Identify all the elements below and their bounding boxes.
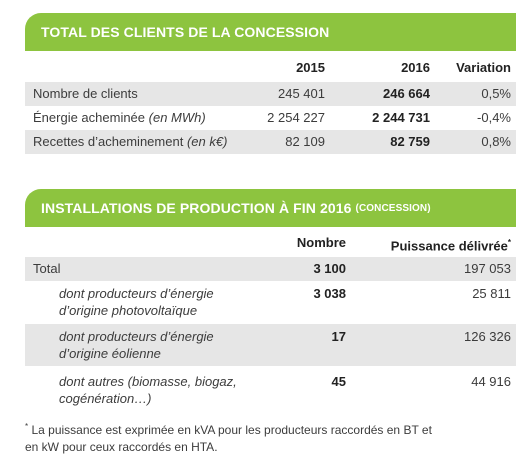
footnote-mark: *	[25, 422, 29, 431]
value-nombre: 17	[331, 329, 346, 344]
section1-title-banner: TOTAL DES CLIENTS DE LA CONCESSION	[25, 13, 516, 51]
row-label: Nombre de clients	[33, 86, 138, 101]
value-2016: 82 759	[390, 134, 430, 149]
col-2015-header: 2015	[296, 60, 325, 75]
footnote-line2: en kW pour ceux raccordés en HTA.	[25, 440, 218, 454]
section2-title-small: (CONCESSION)	[355, 202, 431, 214]
row-label-line2: d’origine photovoltaïque	[59, 303, 198, 318]
table-row: dont producteurs d’énergie d’origine pho…	[25, 282, 516, 322]
row-label: Énergie acheminée (en MWh)	[33, 110, 206, 125]
table-row: Total 3 100 197 053	[25, 257, 516, 281]
row-label-line1: dont producteurs d’énergie	[59, 329, 214, 344]
row-label-line1: dont autres (biomasse, biogaz,	[59, 374, 237, 389]
footnote-mark: *	[507, 238, 511, 247]
table-row: Nombre de clients 245 401 246 664 0,5%	[25, 82, 516, 106]
section1-header-row: 2015 2016 Variation	[25, 60, 516, 80]
row-label-line1: dont producteurs d’énergie	[59, 286, 214, 301]
value-variation: 0,8%	[481, 134, 511, 149]
col-nombre-header: Nombre	[296, 235, 346, 250]
value-puissance: 197 053	[464, 261, 511, 276]
section1-title: TOTAL DES CLIENTS DE LA CONCESSION	[41, 24, 330, 40]
value-2015: 82 109	[285, 134, 325, 149]
value-2015: 245 401	[278, 86, 325, 101]
table-row: dont producteurs d’énergie d’origine éol…	[25, 324, 516, 366]
footnote-line1: * La puissance est exprimée en kVA pour …	[25, 422, 432, 437]
col-2016-header: 2016	[401, 60, 430, 75]
row-label-line2: cogénération…)	[59, 391, 152, 406]
row-unit: (en k€)	[186, 134, 228, 149]
row-label: Total	[33, 261, 61, 276]
section2-header-row: Nombre Puissance délivrée*	[25, 235, 516, 255]
section2-title: INSTALLATIONS DE PRODUCTION À FIN 2016	[41, 200, 352, 216]
col-puissance-header: Puissance délivrée*	[390, 238, 511, 254]
row-label-line2: d’origine éolienne	[59, 346, 161, 361]
value-nombre: 3 038	[313, 286, 346, 301]
value-nombre: 45	[331, 374, 346, 389]
table-row: dont autres (biomasse, biogaz, cogénérat…	[25, 368, 516, 408]
row-label: Recettes d’acheminement (en k€)	[33, 134, 228, 149]
value-variation: -0,4%	[477, 110, 511, 125]
section2-title-banner: INSTALLATIONS DE PRODUCTION À FIN 2016 (…	[25, 189, 516, 227]
value-puissance: 126 326	[464, 329, 511, 344]
value-2015: 2 254 227	[267, 110, 325, 125]
value-puissance: 25 811	[472, 286, 511, 301]
value-nombre: 3 100	[313, 261, 346, 276]
value-puissance: 44 916	[471, 374, 511, 389]
value-2016: 2 244 731	[372, 110, 430, 125]
table-row: Énergie acheminée (en MWh) 2 254 227 2 2…	[25, 106, 516, 130]
row-unit: (en MWh)	[148, 110, 206, 125]
col-variation-header: Variation	[456, 60, 511, 75]
value-variation: 0,5%	[481, 86, 511, 101]
table-row: Recettes d’acheminement (en k€) 82 109 8…	[25, 130, 516, 154]
footnote: * La puissance est exprimée en kVA pour …	[25, 418, 516, 456]
value-2016: 246 664	[383, 86, 430, 101]
